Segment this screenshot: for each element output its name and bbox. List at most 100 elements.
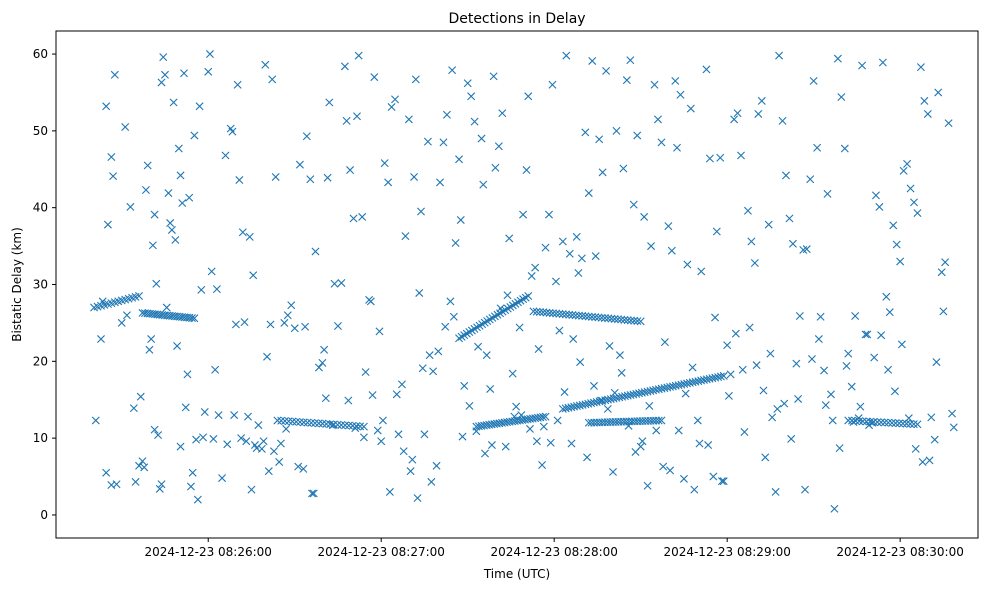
y-tick-label-3: 30 [33,278,48,292]
data-point-102 [354,51,363,60]
data-point-333 [546,438,555,447]
data-point-114 [391,95,400,104]
data-point-172 [574,268,583,277]
data-point-633 [869,417,878,426]
data-point-363 [759,386,768,395]
data-point-492 [574,311,583,320]
data-point-496 [587,312,596,321]
data-point-158 [527,272,536,281]
data-point-22 [152,279,161,288]
data-point-480 [535,308,544,316]
data-point-387 [925,456,934,465]
data-point-33 [171,235,180,244]
data-point-193 [647,242,656,251]
data-point-270 [913,209,922,218]
data-point-244 [823,189,832,198]
data-point-330 [525,424,534,433]
data-point-180 [602,66,611,75]
data-point-157 [524,92,533,101]
data-point-243 [820,366,829,375]
data-point-337 [576,358,585,367]
data-point-236 [795,312,804,320]
data-point-331 [532,437,541,446]
data-point-249 [840,144,849,153]
data-point-128 [432,461,441,470]
data-point-294 [244,412,252,421]
data-point-628 [851,416,860,425]
data-point-134 [451,239,460,248]
data-point-50 [204,67,213,76]
data-point-217 [730,115,739,124]
data-point-149 [498,109,507,118]
data-point-350 [666,466,675,475]
data-point-268 [906,184,915,193]
data-point-19 [147,335,156,344]
data-point-482 [542,308,551,317]
data-point-9 [117,318,126,327]
data-point-274 [927,413,936,422]
data-point-143 [479,180,488,189]
data-point-21 [150,210,159,219]
data-point-31 [167,225,176,234]
data-point-485 [552,309,561,318]
data-point-641 [898,419,907,428]
data-point-169 [565,249,574,258]
y-tick-label-2: 20 [33,354,48,368]
data-point-213 [716,153,725,162]
data-point-200 [671,76,680,85]
data-point-13 [135,461,144,470]
data-point-233 [785,214,794,223]
data-point-154 [515,323,524,332]
data-point-240 [809,76,818,85]
data-point-267 [903,159,912,168]
data-point-379 [870,353,879,362]
x-axis-label: Time (UTC) [483,567,550,581]
data-point-112 [384,178,393,187]
data-point-11 [126,202,135,211]
data-point-36 [176,171,185,180]
data-point-332 [539,422,548,431]
data-point-280 [948,409,957,418]
data-point-336 [567,439,576,448]
data-point-224 [754,109,763,118]
data-point-167 [558,237,567,246]
data-point-118 [404,115,413,124]
data-point-86 [302,132,311,141]
data-point-338 [583,453,592,462]
data-point-162 [541,243,550,252]
data-point-15 [140,463,149,472]
data-point-72 [257,444,266,453]
data-point-107 [370,73,379,82]
data-point-184 [615,351,624,360]
data-point-500 [600,314,609,323]
data-point-88 [309,489,318,498]
data-point-339 [589,381,598,390]
data-point-198 [664,222,673,231]
data-point-165 [551,277,560,286]
data-point-230 [775,51,784,60]
data-point-6 [109,172,118,181]
data-point-352 [681,389,690,398]
data-point-596 [716,372,725,381]
data-point-630 [858,417,867,426]
data-point-312 [392,390,401,399]
data-point-502 [607,314,616,323]
data-point-10 [121,123,130,132]
data-point-383 [897,340,906,349]
data-point-303 [321,394,330,403]
data-point-378 [863,330,872,339]
data-point-277 [937,268,946,277]
plot-area [90,50,958,513]
data-point-135 [455,155,464,164]
data-point-324 [481,449,489,458]
data-point-635 [877,418,886,427]
data-point-506 [620,315,629,324]
data-point-16 [141,186,150,195]
data-point-199 [667,246,676,255]
data-point-82 [287,301,296,310]
data-point-375 [842,361,851,370]
data-point-222 [747,237,756,246]
data-point-69 [249,271,258,280]
data-point-54 [212,285,221,294]
